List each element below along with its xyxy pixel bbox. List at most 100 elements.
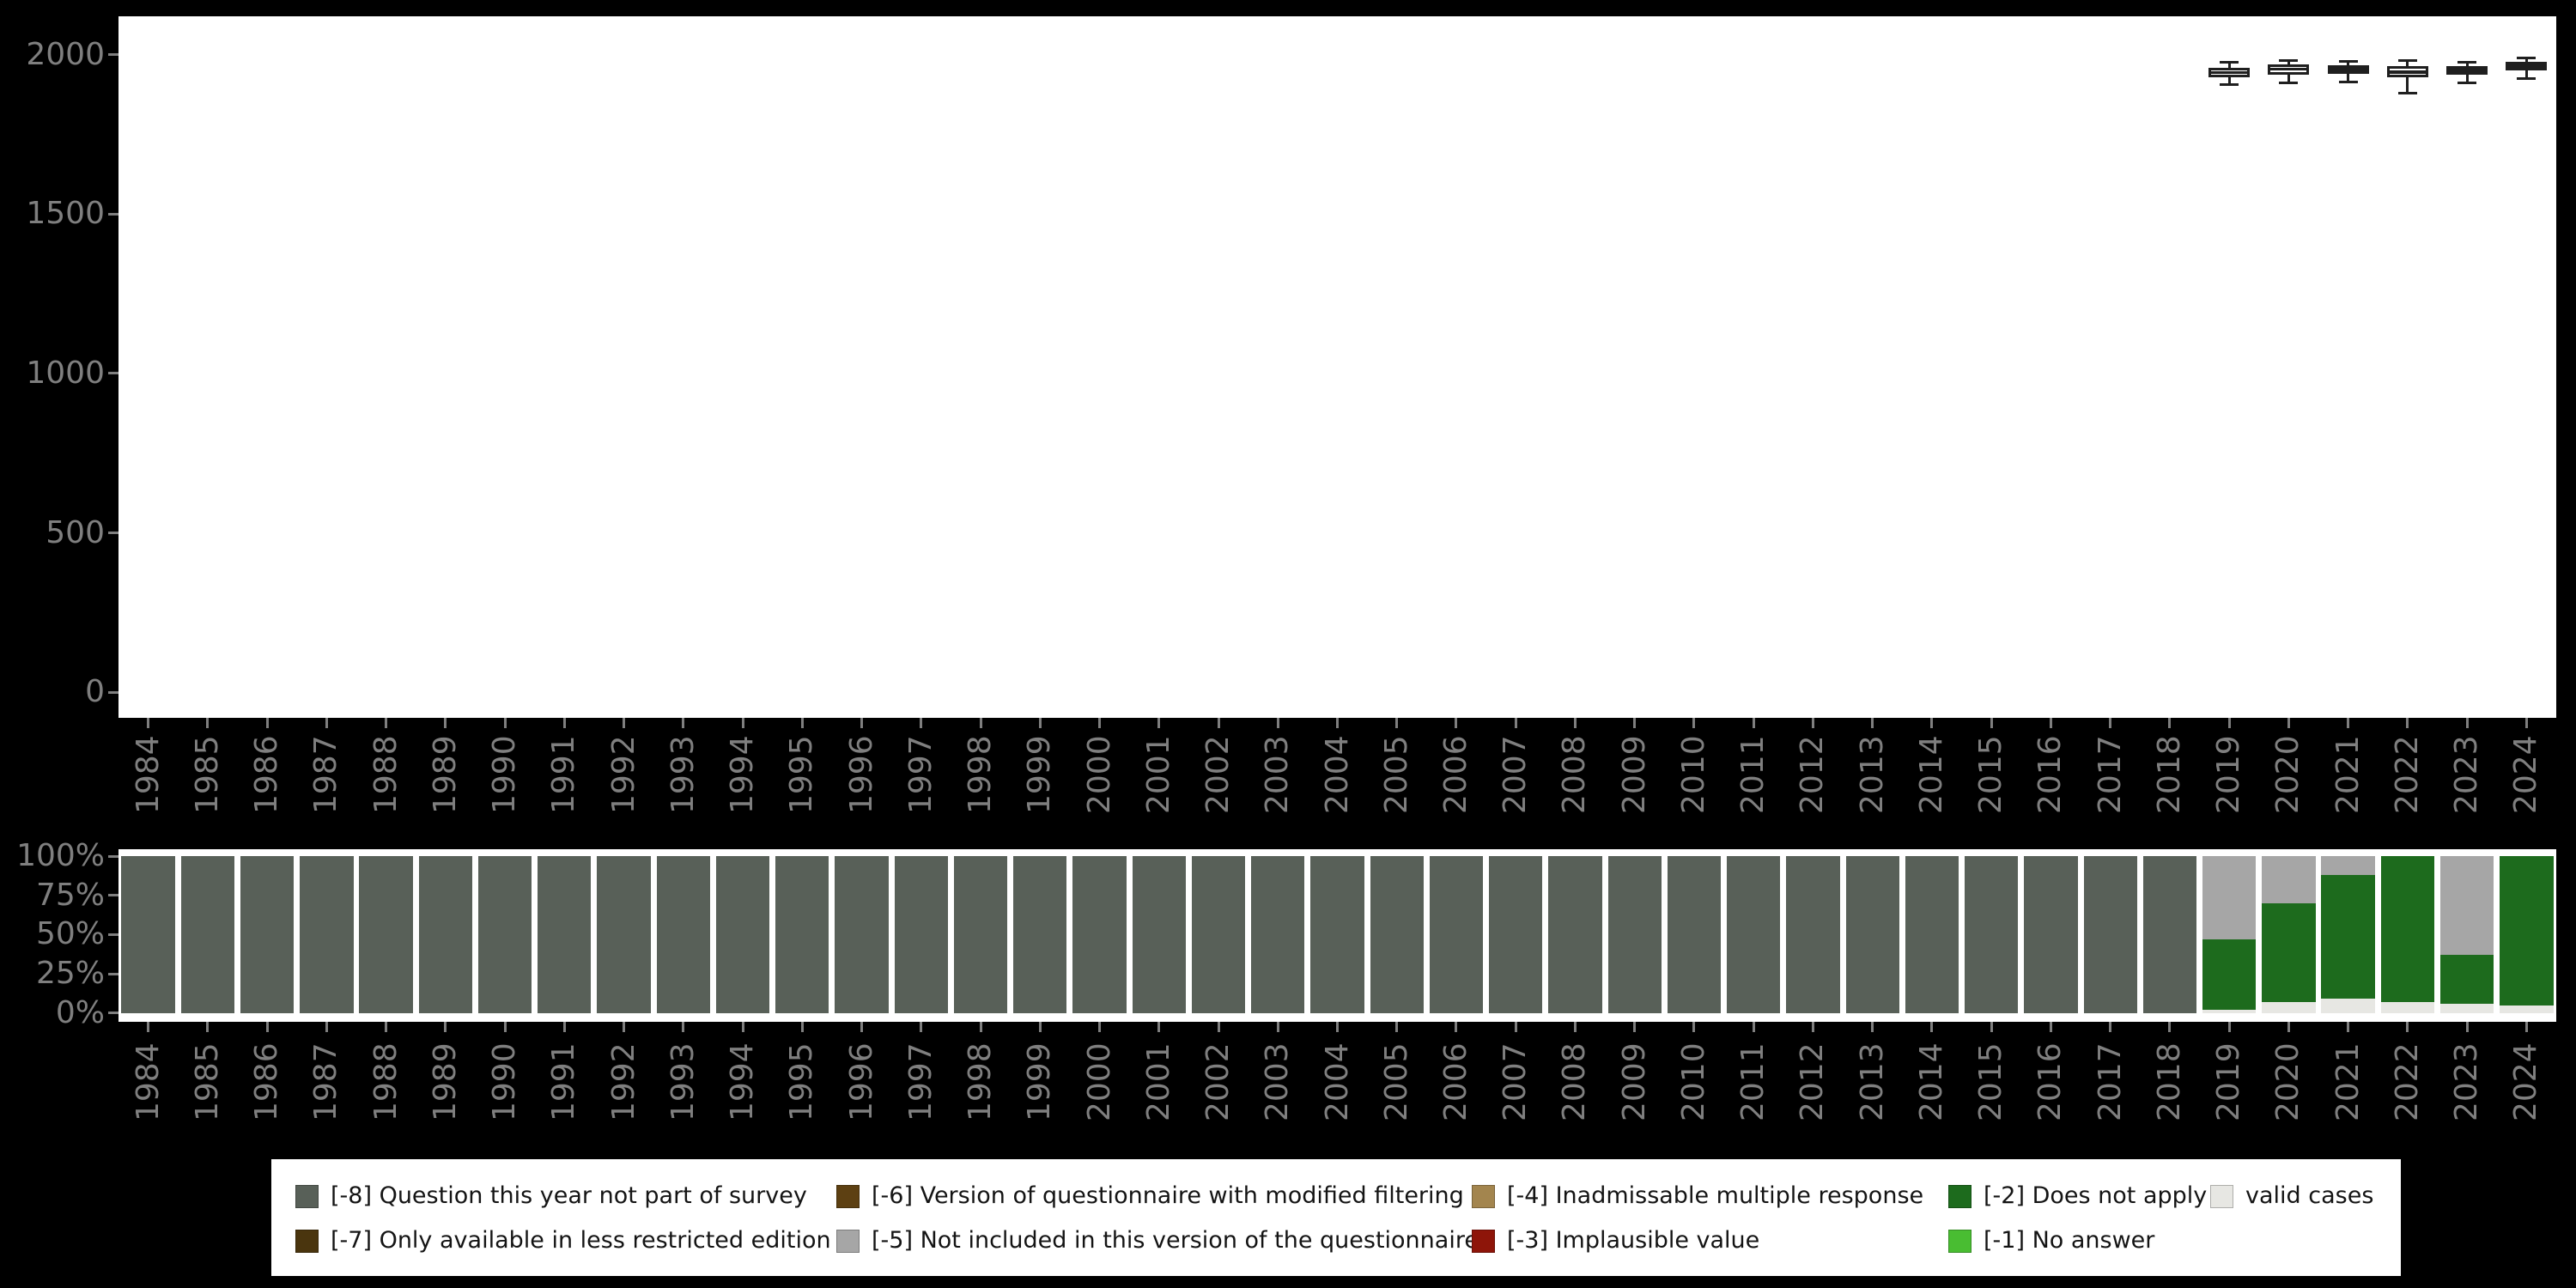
y-tick-label: 50% bbox=[35, 916, 105, 952]
x-tick-label: 2005 bbox=[1378, 1042, 1414, 1121]
legend-label: valid cases bbox=[2245, 1182, 2374, 1209]
y-tick-label: 500 bbox=[46, 514, 105, 550]
x-tick-label: 2007 bbox=[1498, 735, 1534, 814]
legend-swatch bbox=[1948, 1184, 1971, 1208]
bar-segment bbox=[300, 856, 354, 1013]
x-tick-label: 1994 bbox=[725, 1042, 761, 1121]
bar-segment bbox=[1905, 856, 1959, 1013]
x-tick bbox=[1217, 1022, 1220, 1032]
x-tick bbox=[444, 1022, 447, 1032]
x-tick-label: 1986 bbox=[249, 735, 285, 814]
x-tick-label: 1985 bbox=[189, 1042, 225, 1121]
x-tick-label: 2007 bbox=[1498, 1042, 1534, 1121]
x-tick-label: 2024 bbox=[2508, 735, 2544, 814]
x-tick-label: 1993 bbox=[665, 735, 701, 814]
legend: [-8] Question this year not part of surv… bbox=[271, 1159, 2401, 1276]
x-tick bbox=[1990, 718, 1993, 728]
legend-label: [-7] Only available in less restricted e… bbox=[331, 1227, 831, 1254]
x-tick bbox=[2524, 1022, 2528, 1032]
boxplot-whisker-cap bbox=[2517, 76, 2537, 80]
legend-item: [-3] Implausible value bbox=[1472, 1228, 1948, 1254]
x-tick bbox=[325, 1022, 328, 1032]
x-tick bbox=[1692, 1022, 1696, 1032]
x-tick bbox=[1573, 1022, 1577, 1032]
x-tick bbox=[800, 718, 804, 728]
x-tick-label: 2015 bbox=[1973, 1042, 2009, 1121]
x-tick bbox=[1336, 718, 1339, 728]
x-tick-label: 2011 bbox=[1735, 1042, 1771, 1121]
legend-swatch bbox=[1948, 1229, 1971, 1253]
x-tick bbox=[1395, 718, 1399, 728]
x-tick bbox=[623, 718, 626, 728]
x-tick bbox=[682, 1022, 685, 1032]
x-tick bbox=[1871, 718, 1874, 728]
bar-segment bbox=[1845, 856, 1899, 1013]
x-tick-label: 1991 bbox=[546, 735, 582, 814]
x-tick bbox=[1752, 718, 1755, 728]
bar-segment bbox=[1429, 856, 1484, 1013]
x-tick bbox=[682, 718, 685, 728]
x-tick bbox=[385, 718, 388, 728]
x-tick bbox=[1752, 1022, 1755, 1032]
boxplot-whisker-cap bbox=[2517, 56, 2537, 59]
bar-segment bbox=[1489, 856, 1543, 1013]
x-tick-label: 2000 bbox=[1081, 1042, 1117, 1121]
x-tick bbox=[1217, 718, 1220, 728]
y-tick-label: 75% bbox=[35, 877, 105, 913]
boxplot-median-line bbox=[2446, 69, 2488, 72]
x-tick bbox=[2227, 1022, 2231, 1032]
bar-segment bbox=[656, 856, 710, 1013]
x-tick-label: 1989 bbox=[427, 735, 463, 814]
bar-segment bbox=[2262, 902, 2316, 1003]
y-tick bbox=[108, 212, 118, 216]
x-tick-label: 2014 bbox=[1913, 735, 1949, 814]
x-tick-label: 2009 bbox=[1616, 735, 1652, 814]
bar-segment bbox=[2024, 856, 2078, 1013]
x-tick bbox=[2347, 1022, 2350, 1032]
x-tick-label: 2002 bbox=[1200, 735, 1236, 814]
legend-label: [-1] No answer bbox=[1984, 1227, 2155, 1254]
x-tick bbox=[2168, 1022, 2172, 1032]
x-tick bbox=[1455, 718, 1458, 728]
y-tick bbox=[108, 933, 118, 936]
bar-segment bbox=[538, 856, 592, 1013]
x-tick bbox=[147, 718, 150, 728]
x-tick bbox=[2049, 1022, 2052, 1032]
x-tick-label: 1992 bbox=[605, 1042, 641, 1121]
stacked-bar-panel bbox=[118, 849, 2556, 1022]
x-tick-label: 1994 bbox=[725, 735, 761, 814]
bar-segment bbox=[597, 856, 651, 1013]
x-tick-label: 2009 bbox=[1616, 1042, 1652, 1121]
x-tick bbox=[265, 718, 269, 728]
x-tick-label: 1990 bbox=[487, 1042, 523, 1121]
x-tick-label: 1988 bbox=[368, 735, 404, 814]
x-tick-label: 1993 bbox=[665, 1042, 701, 1121]
y-tick-label: 25% bbox=[35, 956, 105, 992]
x-tick-label: 2019 bbox=[2211, 735, 2247, 814]
x-tick-label: 2001 bbox=[1140, 735, 1176, 814]
bar-segment bbox=[1786, 856, 1840, 1013]
x-tick-label: 2012 bbox=[1795, 735, 1831, 814]
boxplot-median-line bbox=[2327, 68, 2369, 71]
x-tick-label: 1989 bbox=[427, 1042, 463, 1121]
x-tick bbox=[2524, 718, 2528, 728]
boxplot-whisker-cap bbox=[2220, 61, 2239, 64]
boxplot-median-line bbox=[2268, 67, 2310, 71]
x-tick-label: 2002 bbox=[1200, 1042, 1236, 1121]
bar-segment bbox=[1370, 856, 1424, 1013]
x-tick-label: 2013 bbox=[1854, 735, 1890, 814]
x-tick bbox=[1395, 1022, 1399, 1032]
x-tick bbox=[1514, 1022, 1517, 1032]
x-tick-label: 2015 bbox=[1973, 735, 2009, 814]
x-tick-label: 2014 bbox=[1913, 1042, 1949, 1121]
legend-swatch bbox=[295, 1229, 319, 1253]
x-tick bbox=[1276, 718, 1279, 728]
x-tick-label: 2004 bbox=[1319, 1042, 1355, 1121]
x-tick-label: 2001 bbox=[1140, 1042, 1176, 1121]
legend-label: [-4] Inadmissable multiple response bbox=[1507, 1182, 1924, 1209]
x-tick-label: 2019 bbox=[2211, 1042, 2247, 1121]
bar-segment bbox=[359, 856, 413, 1013]
x-tick bbox=[1038, 1022, 1042, 1032]
boxplot-whisker-cap bbox=[2279, 82, 2299, 85]
